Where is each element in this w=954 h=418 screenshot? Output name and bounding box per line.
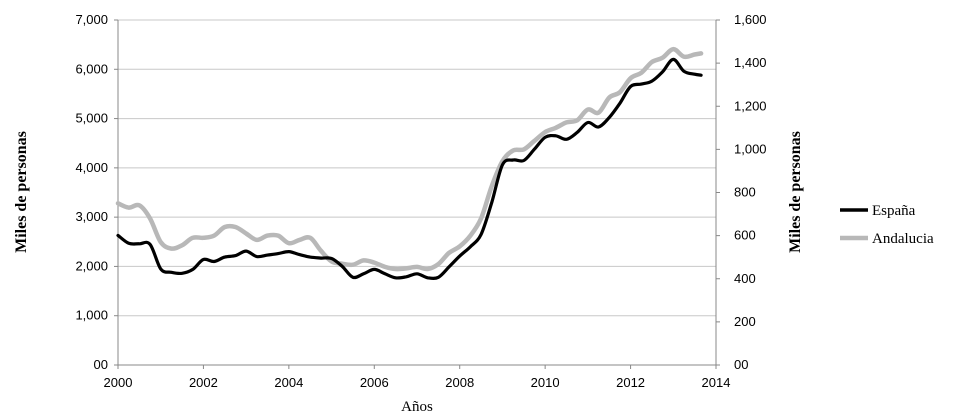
x-axis-title: Años: [401, 399, 433, 415]
left-axis-ticks: 00 1,000 2,000 3,000 4,000 5,000 6,000 7,000: [75, 12, 118, 372]
x-tick-label: 2002: [189, 375, 218, 390]
legend-label-andalucia: Andalucia: [872, 231, 934, 247]
x-tick-label: 2000: [104, 375, 133, 390]
left-axis-title: Miles de personas: [13, 131, 30, 253]
x-tick-label: 2012: [616, 375, 645, 390]
right-axis-ticks: 00 200 400 600 800 1,000 1,200 1,400 1,600: [716, 12, 767, 372]
right-tick-label: 400: [734, 271, 756, 286]
gridlines: [118, 19, 716, 317]
legend-label-espana: España: [872, 203, 916, 219]
right-tick-label: 600: [734, 228, 756, 243]
left-tick-label: 00: [94, 357, 108, 372]
series-lines: [115, 46, 704, 281]
left-tick-label: 3,000: [75, 209, 108, 224]
left-tick-label: 2,000: [75, 258, 108, 273]
right-tick-label: 800: [734, 185, 756, 200]
left-tick-label: 1,000: [75, 308, 108, 323]
right-tick-label: 00: [734, 357, 748, 372]
series-line-andalucia: [115, 46, 704, 272]
x-tick-label: 2006: [360, 375, 389, 390]
right-tick-label: 1,000: [734, 141, 767, 156]
right-tick-label: 1,600: [734, 12, 767, 27]
x-tick-label: 2008: [445, 375, 474, 390]
left-tick-label: 5,000: [75, 111, 108, 126]
right-tick-label: 1,400: [734, 55, 767, 70]
x-axis-ticks: 2000 2002 2004 2006 2008 2010 2012 2014: [104, 365, 731, 390]
left-tick-label: 4,000: [75, 160, 108, 175]
left-tick-label: 7,000: [75, 12, 108, 27]
right-tick-label: 1,200: [734, 98, 767, 113]
left-tick-label: 6,000: [75, 61, 108, 76]
right-tick-label: 200: [734, 314, 756, 329]
legend: España Andalucia: [840, 203, 934, 247]
right-axis-title: Miles de personas: [787, 131, 804, 253]
series-line-espana: [116, 57, 703, 281]
x-tick-label: 2014: [702, 375, 731, 390]
x-tick-label: 2010: [531, 375, 560, 390]
x-tick-label: 2004: [274, 375, 303, 390]
